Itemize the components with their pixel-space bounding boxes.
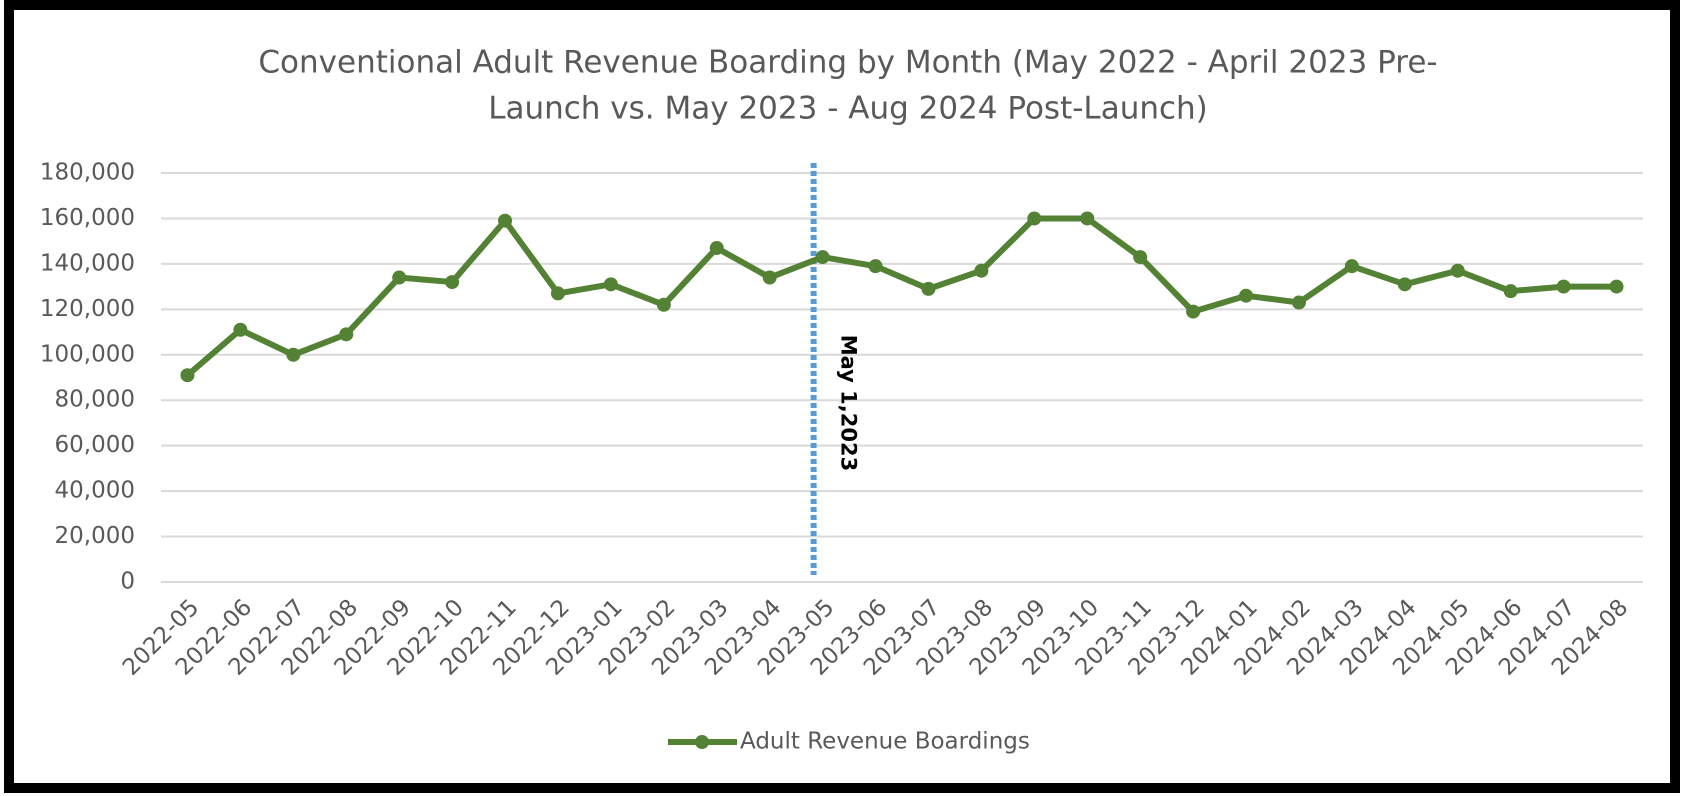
legend-label: Adult Revenue Boardings [740,729,1030,755]
data-point [1291,295,1306,310]
data-point [1609,279,1624,294]
y-tick-label: 160,000 [40,205,135,231]
data-point [339,327,354,342]
data-point [1186,304,1201,319]
legend-marker [695,735,709,749]
y-tick-label: 20,000 [55,523,135,549]
y-tick-label: 40,000 [55,478,135,504]
data-point [762,270,777,285]
chart-title: Launch vs. May 2023 - Aug 2024 Post-Laun… [488,91,1208,127]
data-point [1027,211,1042,226]
y-tick-label: 180,000 [40,160,135,186]
data-point [656,297,671,312]
data-point [868,259,883,274]
data-point [233,322,248,337]
y-tick-label: 60,000 [55,432,135,458]
data-point [1503,284,1518,299]
data-point [815,250,830,265]
data-point [550,286,565,301]
frame [4,0,1680,793]
data-point [1397,277,1412,292]
y-tick-label: 120,000 [40,296,135,322]
data-point [921,281,936,296]
annotation-label: May 1,2023 [837,335,861,471]
data-point [1450,263,1465,278]
data-point [1133,250,1148,265]
data-point [498,213,513,228]
data-point [392,270,407,285]
data-point [286,347,301,362]
chart-title: Conventional Adult Revenue Boarding by M… [258,45,1437,81]
data-point [1344,259,1359,274]
data-point [603,277,618,292]
data-point [974,263,989,278]
data-point [1556,279,1571,294]
data-point [445,275,460,290]
y-tick-label: 100,000 [40,341,135,367]
y-tick-label: 140,000 [40,250,135,276]
data-point [709,240,724,255]
y-tick-label: 0 [120,569,135,595]
y-tick-label: 80,000 [55,387,135,413]
data-point [180,368,195,383]
data-point [1239,288,1254,303]
data-point [1080,211,1095,226]
series-line [185,215,1617,378]
